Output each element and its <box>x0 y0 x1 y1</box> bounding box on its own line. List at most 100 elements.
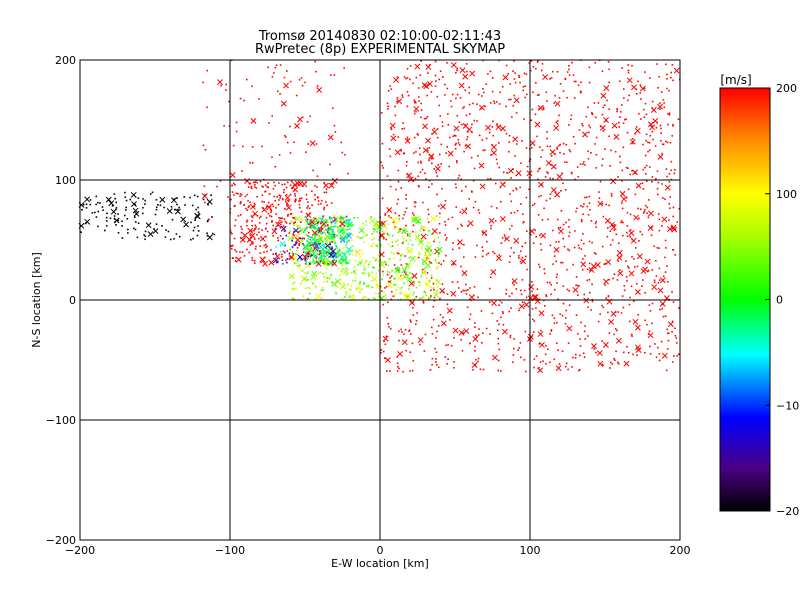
data-point-x <box>413 105 420 112</box>
colorbar-tick-label: −200 <box>776 505 800 518</box>
data-point <box>413 101 416 104</box>
data-point <box>422 263 425 266</box>
data-point <box>325 201 327 203</box>
data-point <box>607 60 610 63</box>
data-point <box>305 233 307 236</box>
data-point <box>540 194 542 197</box>
data-point <box>333 236 336 238</box>
data-point <box>269 215 271 217</box>
data-point <box>632 353 634 356</box>
colorbar-tick-label: 0 <box>776 294 783 307</box>
data-point <box>386 175 389 177</box>
data-point <box>302 236 305 239</box>
data-point-x <box>670 224 677 231</box>
data-point <box>255 245 257 248</box>
data-point <box>456 93 459 96</box>
data-point-x <box>288 273 295 280</box>
data-point <box>333 233 335 236</box>
data-point <box>670 169 672 172</box>
data-point <box>272 235 274 237</box>
data-point-x <box>555 365 562 372</box>
data-point <box>342 267 344 270</box>
data-point <box>429 280 431 282</box>
data-point <box>372 243 375 245</box>
data-point <box>407 285 410 288</box>
data-point <box>314 194 316 196</box>
data-point <box>453 134 456 137</box>
data-point <box>588 278 591 281</box>
data-point <box>556 218 559 221</box>
data-point <box>397 366 399 368</box>
data-point <box>631 170 633 172</box>
data-point <box>656 170 659 172</box>
data-point <box>386 270 389 273</box>
data-point <box>292 252 295 255</box>
data-point <box>468 86 471 89</box>
data-point <box>649 353 652 355</box>
data-point <box>561 350 564 353</box>
data-point <box>367 284 370 287</box>
data-point <box>234 219 237 221</box>
data-point <box>447 218 450 221</box>
data-point <box>607 295 610 298</box>
data-point <box>123 214 126 217</box>
data-point <box>357 263 359 266</box>
data-point <box>235 121 238 124</box>
data-point <box>322 225 325 228</box>
data-point <box>465 293 468 295</box>
data-point <box>474 322 476 325</box>
data-point <box>409 235 411 237</box>
data-point <box>370 280 373 282</box>
data-point <box>312 282 314 285</box>
data-point <box>668 202 670 205</box>
data-point <box>316 175 319 177</box>
data-point <box>540 69 543 72</box>
data-point <box>662 99 665 101</box>
data-point <box>175 233 178 235</box>
data-point <box>579 91 582 94</box>
data-point <box>359 280 362 283</box>
data-point <box>263 244 266 247</box>
data-point-x <box>629 138 636 145</box>
data-point <box>533 320 536 322</box>
data-point <box>403 226 405 229</box>
data-point-x <box>411 272 418 279</box>
data-point <box>397 136 400 138</box>
data-point <box>599 180 602 183</box>
data-point <box>384 261 387 263</box>
data-point <box>672 249 674 251</box>
data-point <box>294 200 297 203</box>
data-point <box>583 203 585 205</box>
data-point <box>568 74 571 76</box>
data-point <box>601 363 604 366</box>
data-point <box>531 204 534 207</box>
data-point <box>449 100 452 102</box>
data-point <box>432 282 435 285</box>
data-point <box>629 173 632 176</box>
data-point <box>562 237 565 240</box>
data-point <box>467 131 469 133</box>
data-point <box>328 228 330 231</box>
data-point <box>293 222 295 224</box>
data-point <box>343 231 346 234</box>
data-point <box>456 67 459 70</box>
data-point <box>261 145 263 148</box>
data-point <box>293 234 295 237</box>
x-tick-label: −200 <box>65 544 95 557</box>
data-point <box>405 224 407 227</box>
data-point-x <box>302 254 309 261</box>
data-point <box>207 203 209 206</box>
data-point <box>595 220 598 223</box>
data-point <box>89 199 92 201</box>
data-point <box>296 247 299 249</box>
data-point <box>385 238 388 241</box>
data-point <box>284 183 286 186</box>
data-point <box>436 193 438 196</box>
data-point <box>367 266 370 269</box>
data-point <box>482 149 485 152</box>
data-point <box>545 91 548 94</box>
data-point <box>420 245 423 248</box>
data-point <box>333 124 336 127</box>
data-point <box>350 285 353 288</box>
